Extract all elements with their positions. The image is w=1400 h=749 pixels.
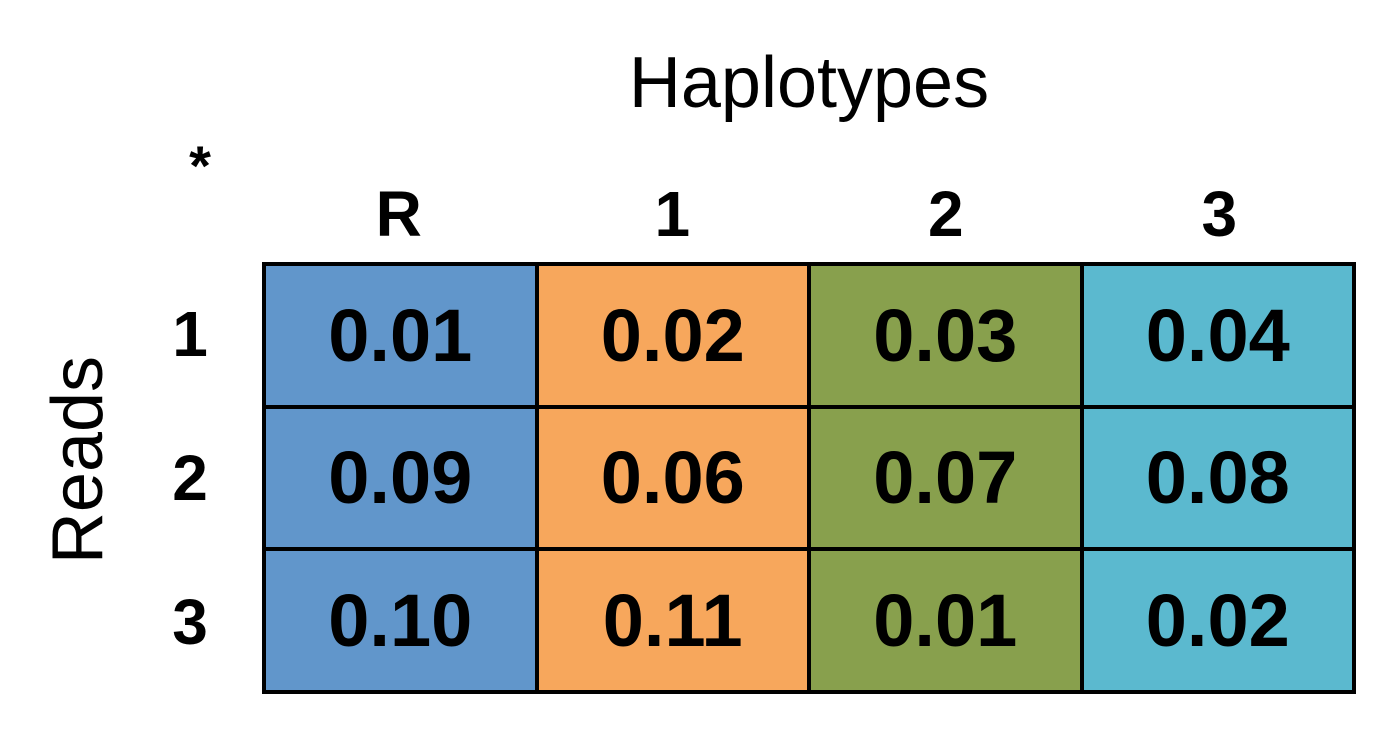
row-header-1: 1	[172, 298, 208, 370]
reads-axis-title: Reads	[38, 355, 118, 565]
column-header-3: 3	[1201, 178, 1238, 250]
cell-read1-hap1: 0.02	[538, 266, 807, 405]
column-header-1: 1	[654, 178, 691, 250]
column-header-2: 2	[927, 178, 964, 250]
column-header-r: R	[375, 178, 422, 250]
cell-read3-hapR: 0.10	[266, 551, 535, 690]
cell-read2-hapR: 0.09	[266, 408, 535, 548]
cell-read1-hapR: 0.01	[266, 266, 535, 405]
haplotypes-axis-title: Haplotypes	[628, 43, 990, 123]
cell-read2-hap3: 0.08	[1083, 408, 1352, 548]
cell-read1-hap3: 0.04	[1083, 266, 1352, 405]
asterisk-marker: *	[189, 134, 211, 197]
haplotype-column-headers: R 1 2 3	[262, 176, 1356, 252]
read-row-headers: 1 2 3	[150, 262, 230, 694]
row-header-3: 3	[172, 586, 208, 658]
cell-read2-hap2: 0.07	[811, 408, 1080, 548]
row-header-2: 2	[172, 442, 208, 514]
cell-read2-hap1: 0.06	[538, 408, 807, 548]
cell-read3-hap1: 0.11	[538, 551, 807, 690]
cell-read3-hap2: 0.01	[811, 551, 1080, 690]
cell-read1-hap2: 0.03	[811, 266, 1080, 405]
cell-read3-hap3: 0.02	[1083, 551, 1352, 690]
probability-matrix: 0.01 0.02 0.03 0.04 0.09 0.06 0.07 0.08 …	[262, 262, 1356, 694]
